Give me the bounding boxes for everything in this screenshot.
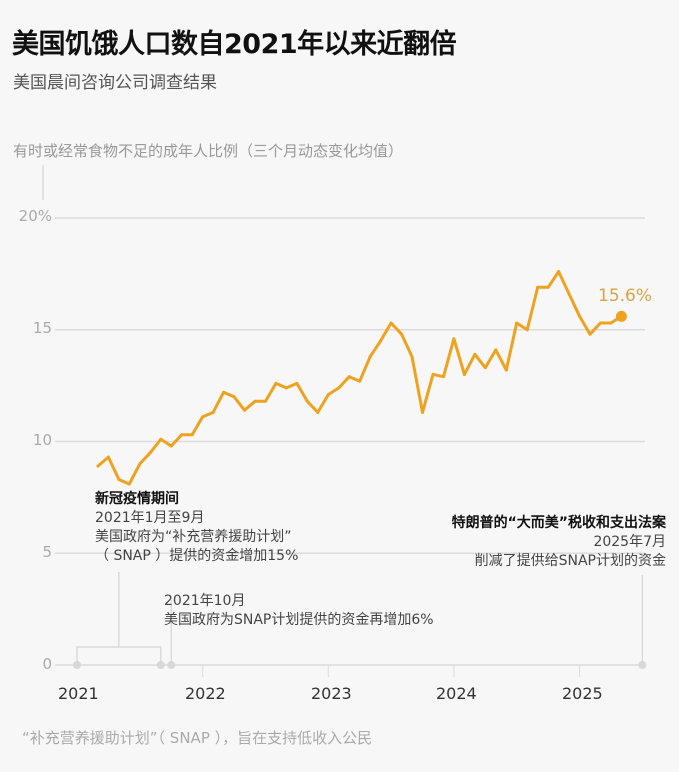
- data-point: [337, 386, 341, 390]
- data-point: [180, 433, 184, 437]
- data-point: [347, 375, 351, 379]
- annotation-marker: [73, 661, 81, 669]
- annotation-big-beautiful-bill: 特朗普的“大而美”税收和支出法案 2025年7月 削减了提供给SNAP计划的资金: [452, 514, 666, 571]
- annotation-marker: [156, 661, 165, 669]
- data-point: [190, 433, 194, 437]
- data-line: [96, 270, 623, 486]
- end-point-marker: [615, 310, 627, 322]
- data-point: [106, 455, 110, 459]
- y-tick-label: 20%: [18, 207, 52, 225]
- data-point: [117, 477, 121, 481]
- annotation-text: 美国政府为SNAP计划提供的资金再增加6%: [164, 612, 434, 628]
- annotation-date: 2025年7月: [593, 534, 666, 550]
- data-point: [232, 395, 236, 399]
- x-tick-label: 2021: [58, 684, 99, 703]
- data-point: [515, 321, 519, 325]
- annotation-covid: 新冠疫情期间 2021年1月至9月 美国政府为“补充营养援助计划” （ SNAP…: [95, 490, 298, 566]
- y-tick-label: 0: [42, 655, 52, 673]
- data-point: [243, 408, 247, 412]
- annotation-text: （ SNAP ）提供的资金增加15%: [95, 548, 299, 564]
- data-point: [441, 375, 445, 379]
- data-point: [148, 451, 152, 455]
- data-point: [316, 410, 320, 414]
- data-point: [452, 337, 456, 341]
- data-point: [96, 464, 100, 468]
- data-point: [567, 292, 571, 296]
- x-tick-label: 2022: [185, 684, 226, 703]
- data-point: [431, 372, 435, 376]
- data-point: [462, 372, 466, 376]
- data-point: [410, 355, 414, 359]
- data-point: [253, 399, 257, 403]
- data-point: [368, 355, 372, 359]
- annotation-date: 2021年10月: [164, 593, 246, 609]
- annotation-marker: [167, 661, 176, 669]
- annotation-title: 特朗普的“大而美”税收和支出法案: [451, 515, 666, 531]
- annotation-text: 削减了提供给SNAP计划的资金: [474, 553, 666, 569]
- data-point: [326, 393, 330, 397]
- data-point: [525, 328, 529, 332]
- x-tick-label: 2025: [562, 684, 603, 703]
- data-point: [379, 339, 383, 343]
- x-tick-label: 2023: [311, 684, 352, 703]
- annotation-bracket: [76, 646, 162, 665]
- data-point: [222, 390, 226, 394]
- data-point: [274, 381, 278, 385]
- data-point: [169, 444, 173, 448]
- y-tick-label: 15: [32, 319, 52, 337]
- annotation-title: 新冠疫情期间: [95, 491, 179, 507]
- data-point: [400, 332, 404, 336]
- chart-title: 美国饥饿人口数自2021年以来近翻倍: [12, 29, 457, 60]
- annotation-date: 2021年1月至9月: [95, 510, 205, 526]
- y-tick-label: 10: [32, 431, 52, 449]
- data-point: [546, 285, 550, 289]
- data-point: [201, 415, 205, 419]
- data-point: [263, 399, 267, 403]
- end-value-label: 15.6%: [598, 286, 653, 306]
- data-point: [483, 366, 487, 370]
- data-point: [536, 285, 540, 289]
- chart-subtitle: 美国晨间咨询公司调查结果: [13, 73, 217, 93]
- footnote: “补充营养援助计划”（ SNAP ），旨在支持低收入公民: [22, 729, 373, 747]
- data-point: [305, 399, 309, 403]
- data-point: [599, 321, 602, 325]
- data-point: [389, 321, 393, 325]
- data-point: [211, 410, 215, 414]
- data-point: [159, 437, 163, 441]
- data-point: [421, 410, 425, 414]
- data-point: [473, 352, 477, 356]
- data-point: [588, 332, 592, 336]
- data-point: [504, 368, 508, 372]
- data-point: [358, 379, 362, 383]
- data-point: [284, 386, 288, 390]
- y-tick-label: 5: [42, 543, 52, 561]
- y-axis-label: 有时或经常食物不足的成年人比例（三个月动态变化均值）: [13, 142, 404, 160]
- data-point: [295, 381, 299, 385]
- data-point: [127, 482, 131, 486]
- data-point: [494, 348, 498, 352]
- data-point: [557, 270, 561, 274]
- x-tick-label: 2024: [436, 684, 477, 703]
- data-point: [578, 314, 582, 318]
- data-point: [609, 321, 613, 325]
- data-point: [138, 462, 142, 466]
- annotation-oct-2021: 2021年10月 美国政府为SNAP计划提供的资金再增加6%: [164, 592, 434, 630]
- annotation-text: 美国政府为“补充营养援助计划”: [95, 529, 292, 545]
- annotation-marker: [638, 661, 647, 669]
